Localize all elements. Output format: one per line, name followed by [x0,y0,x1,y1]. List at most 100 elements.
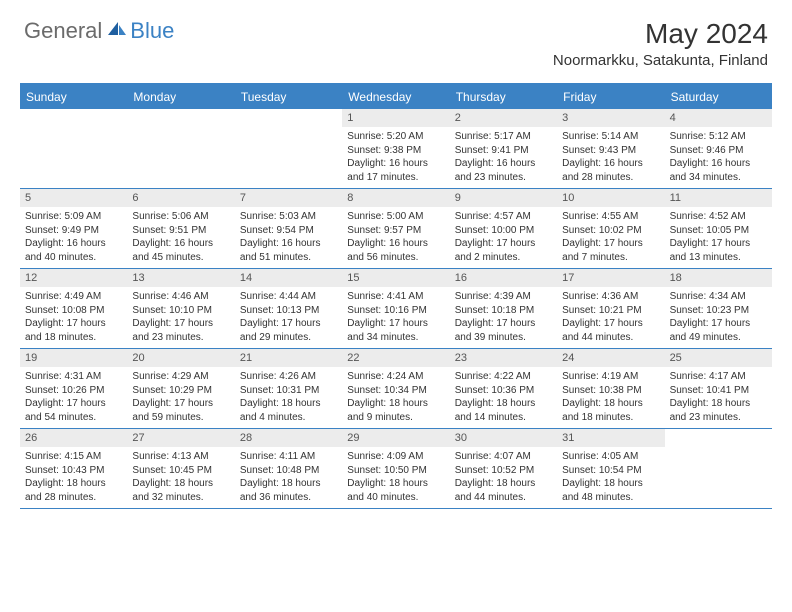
calendar-body: 1Sunrise: 5:20 AMSunset: 9:38 PMDaylight… [20,109,772,509]
calendar-cell: 11Sunrise: 4:52 AMSunset: 10:05 PMDaylig… [665,189,772,268]
calendar-cell: 28Sunrise: 4:11 AMSunset: 10:48 PMDaylig… [235,429,342,508]
day-header-cell: Thursday [450,85,557,109]
daylight-line: Daylight: 18 hours and 36 minutes. [240,477,337,504]
logo: General Blue [24,18,174,44]
day-number: 13 [127,269,234,287]
calendar-week: 5Sunrise: 5:09 AMSunset: 9:49 PMDaylight… [20,189,772,269]
day-number: 21 [235,349,342,367]
daylight-line: Daylight: 16 hours and 28 minutes. [562,157,659,184]
calendar-cell: 8Sunrise: 5:00 AMSunset: 9:57 PMDaylight… [342,189,449,268]
sunrise-line: Sunrise: 4:49 AM [25,290,122,304]
daylight-line: Daylight: 17 hours and 23 minutes. [132,317,229,344]
sunrise-line: Sunrise: 5:14 AM [562,130,659,144]
day-header-cell: Tuesday [235,85,342,109]
month-title: May 2024 [553,18,768,50]
daylight-line: Daylight: 18 hours and 32 minutes. [132,477,229,504]
sunrise-line: Sunrise: 4:26 AM [240,370,337,384]
sunset-line: Sunset: 9:54 PM [240,224,337,238]
daylight-line: Daylight: 17 hours and 7 minutes. [562,237,659,264]
calendar-cell: 5Sunrise: 5:09 AMSunset: 9:49 PMDaylight… [20,189,127,268]
day-body: Sunrise: 5:12 AMSunset: 9:46 PMDaylight:… [665,127,772,188]
day-body: Sunrise: 4:39 AMSunset: 10:18 PMDaylight… [450,287,557,348]
sunrise-line: Sunrise: 4:11 AM [240,450,337,464]
calendar-week: 12Sunrise: 4:49 AMSunset: 10:08 PMDaylig… [20,269,772,349]
sunrise-line: Sunrise: 4:57 AM [455,210,552,224]
day-body: Sunrise: 5:00 AMSunset: 9:57 PMDaylight:… [342,207,449,268]
day-body: Sunrise: 4:07 AMSunset: 10:52 PMDaylight… [450,447,557,508]
day-number: 25 [665,349,772,367]
day-number: 5 [20,189,127,207]
daylight-line: Daylight: 17 hours and 29 minutes. [240,317,337,344]
day-body: Sunrise: 4:11 AMSunset: 10:48 PMDaylight… [235,447,342,508]
day-body: Sunrise: 4:15 AMSunset: 10:43 PMDaylight… [20,447,127,508]
sunrise-line: Sunrise: 4:52 AM [670,210,767,224]
calendar-cell [235,109,342,188]
daylight-line: Daylight: 17 hours and 34 minutes. [347,317,444,344]
day-number: 4 [665,109,772,127]
calendar-cell: 4Sunrise: 5:12 AMSunset: 9:46 PMDaylight… [665,109,772,188]
day-header-cell: Monday [127,85,234,109]
daylight-line: Daylight: 17 hours and 13 minutes. [670,237,767,264]
day-number: 12 [20,269,127,287]
logo-text-blue: Blue [130,18,174,44]
day-number: 11 [665,189,772,207]
day-header-cell: Sunday [20,85,127,109]
sunrise-line: Sunrise: 4:44 AM [240,290,337,304]
day-number: 9 [450,189,557,207]
day-body: Sunrise: 4:34 AMSunset: 10:23 PMDaylight… [665,287,772,348]
day-header-cell: Friday [557,85,664,109]
calendar-cell: 24Sunrise: 4:19 AMSunset: 10:38 PMDaylig… [557,349,664,428]
calendar-cell: 6Sunrise: 5:06 AMSunset: 9:51 PMDaylight… [127,189,234,268]
logo-text-general: General [24,18,102,44]
sunrise-line: Sunrise: 4:55 AM [562,210,659,224]
sunset-line: Sunset: 10:48 PM [240,464,337,478]
day-header-cell: Wednesday [342,85,449,109]
sunset-line: Sunset: 10:05 PM [670,224,767,238]
day-body: Sunrise: 5:17 AMSunset: 9:41 PMDaylight:… [450,127,557,188]
calendar-cell [665,429,772,508]
day-body: Sunrise: 4:44 AMSunset: 10:13 PMDaylight… [235,287,342,348]
day-body: Sunrise: 5:03 AMSunset: 9:54 PMDaylight:… [235,207,342,268]
day-number: 31 [557,429,664,447]
daylight-line: Daylight: 16 hours and 56 minutes. [347,237,444,264]
sunset-line: Sunset: 9:41 PM [455,144,552,158]
calendar-cell: 9Sunrise: 4:57 AMSunset: 10:00 PMDayligh… [450,189,557,268]
day-body: Sunrise: 4:19 AMSunset: 10:38 PMDaylight… [557,367,664,428]
sail-icon [106,20,128,43]
calendar-week: 1Sunrise: 5:20 AMSunset: 9:38 PMDaylight… [20,109,772,189]
calendar-cell: 23Sunrise: 4:22 AMSunset: 10:36 PMDaylig… [450,349,557,428]
day-number: 20 [127,349,234,367]
sunrise-line: Sunrise: 4:41 AM [347,290,444,304]
sunset-line: Sunset: 9:38 PM [347,144,444,158]
day-number: 24 [557,349,664,367]
day-body: Sunrise: 4:05 AMSunset: 10:54 PMDaylight… [557,447,664,508]
calendar-cell: 15Sunrise: 4:41 AMSunset: 10:16 PMDaylig… [342,269,449,348]
day-body: Sunrise: 4:09 AMSunset: 10:50 PMDaylight… [342,447,449,508]
calendar-week: 26Sunrise: 4:15 AMSunset: 10:43 PMDaylig… [20,429,772,509]
day-number: 27 [127,429,234,447]
page-header: General Blue May 2024 Noormarkku, Sataku… [0,0,792,75]
daylight-line: Daylight: 18 hours and 9 minutes. [347,397,444,424]
day-body: Sunrise: 4:55 AMSunset: 10:02 PMDaylight… [557,207,664,268]
day-body: Sunrise: 4:17 AMSunset: 10:41 PMDaylight… [665,367,772,428]
sunrise-line: Sunrise: 4:22 AM [455,370,552,384]
day-body: Sunrise: 4:24 AMSunset: 10:34 PMDaylight… [342,367,449,428]
calendar-cell: 10Sunrise: 4:55 AMSunset: 10:02 PMDaylig… [557,189,664,268]
calendar-cell: 25Sunrise: 4:17 AMSunset: 10:41 PMDaylig… [665,349,772,428]
day-number: 1 [342,109,449,127]
sunrise-line: Sunrise: 4:13 AM [132,450,229,464]
daylight-line: Daylight: 18 hours and 40 minutes. [347,477,444,504]
day-number: 3 [557,109,664,127]
sunrise-line: Sunrise: 4:36 AM [562,290,659,304]
day-number: 7 [235,189,342,207]
day-body: Sunrise: 4:52 AMSunset: 10:05 PMDaylight… [665,207,772,268]
day-number: 26 [20,429,127,447]
daylight-line: Daylight: 16 hours and 40 minutes. [25,237,122,264]
sunrise-line: Sunrise: 4:31 AM [25,370,122,384]
sunset-line: Sunset: 10:16 PM [347,304,444,318]
sunrise-line: Sunrise: 4:24 AM [347,370,444,384]
sunset-line: Sunset: 10:10 PM [132,304,229,318]
day-number: 14 [235,269,342,287]
sunrise-line: Sunrise: 5:03 AM [240,210,337,224]
sunset-line: Sunset: 9:46 PM [670,144,767,158]
